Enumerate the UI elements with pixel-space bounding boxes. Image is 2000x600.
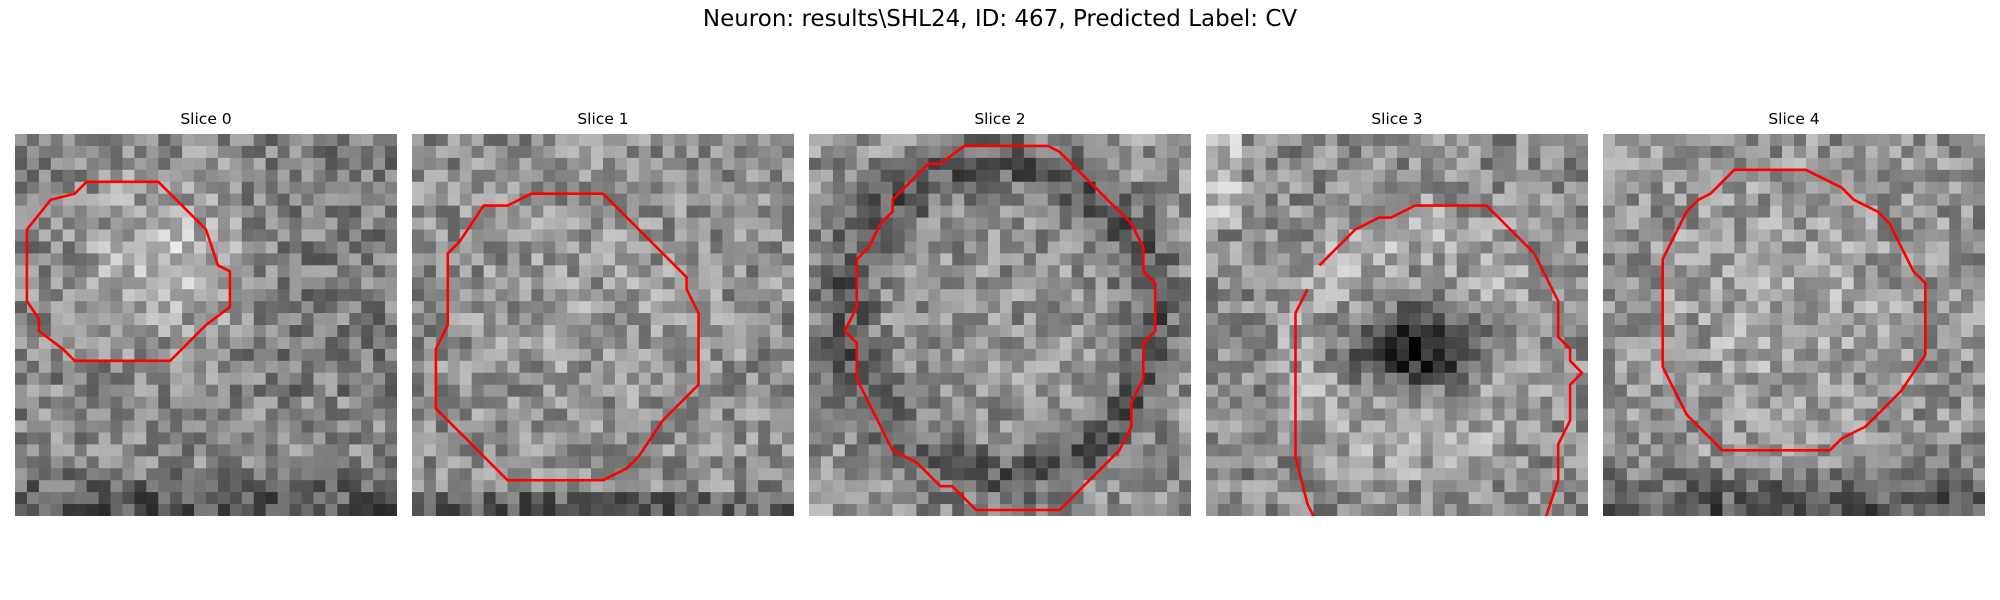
pixel-grid xyxy=(1206,134,1588,516)
contour-outline xyxy=(1661,168,1927,452)
slice-image xyxy=(1206,134,1588,516)
pixel-grid xyxy=(1603,134,1985,516)
figure-title: Neuron: results\SHL24, ID: 467, Predicte… xyxy=(702,6,1298,32)
pixel-grid xyxy=(809,134,1191,516)
slice-title: Slice 1 xyxy=(577,110,629,128)
slice-image xyxy=(809,134,1191,516)
contour-outline xyxy=(1294,204,1584,516)
slice-title: Slice 0 xyxy=(180,110,232,128)
slice-image xyxy=(1603,134,1985,516)
slice-panel-1: Slice 1 xyxy=(412,108,794,516)
slice-panel-4: Slice 4 xyxy=(1603,108,1985,516)
slice-image xyxy=(412,134,794,516)
slice-panel-3: Slice 3 xyxy=(1206,108,1588,516)
contour-outline xyxy=(843,144,1157,512)
slice-title: Slice 3 xyxy=(1371,110,1423,128)
slice-title: Slice 4 xyxy=(1768,110,1820,128)
contour-outline xyxy=(434,192,700,482)
pixel-grid xyxy=(15,134,397,516)
slice-title: Slice 2 xyxy=(974,110,1026,128)
slice-panel-2: Slice 2 xyxy=(809,108,1191,516)
pixel-grid xyxy=(412,134,794,516)
slice-panel-0: Slice 0 xyxy=(15,108,397,516)
slice-image xyxy=(15,134,397,516)
contour-outline xyxy=(25,180,232,363)
